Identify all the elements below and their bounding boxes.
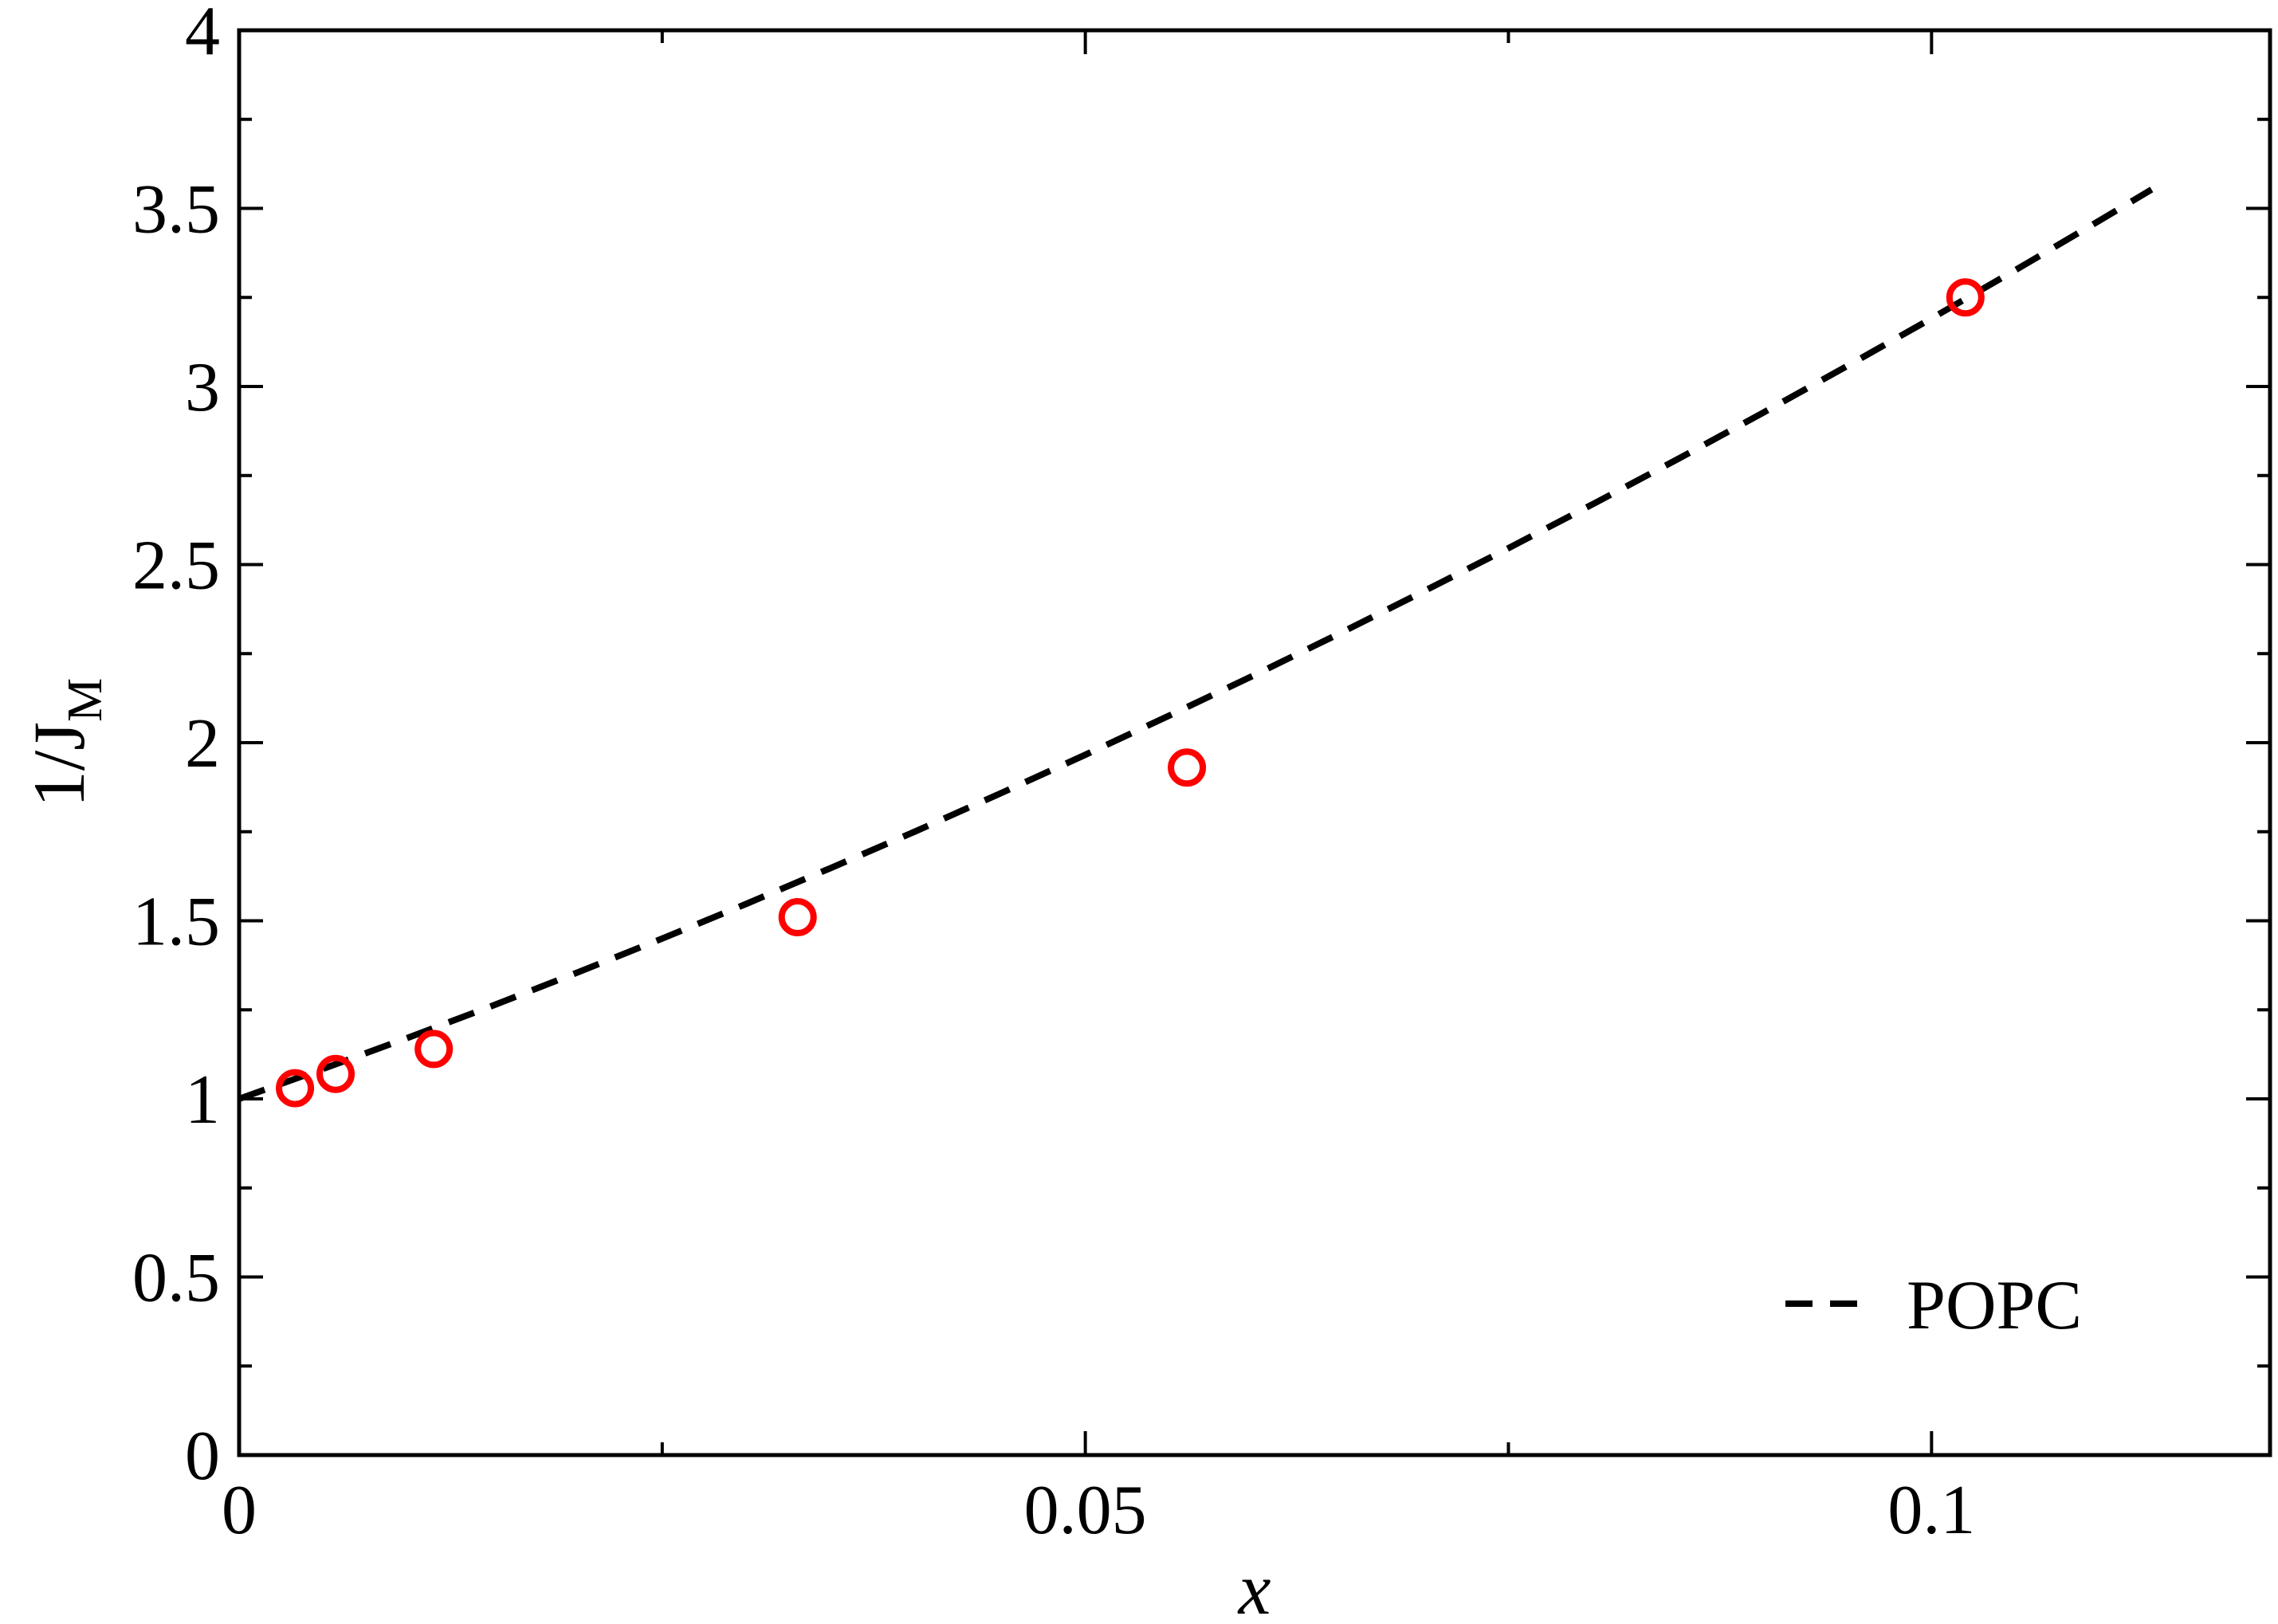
data-point <box>316 1054 355 1093</box>
data-point <box>1946 278 1985 317</box>
y-tick-label: 0.5 <box>132 1240 220 1317</box>
x-tick-label: 0 <box>222 1472 257 1549</box>
data-point <box>276 1069 315 1108</box>
y-axis-title: 1/JM <box>18 678 112 808</box>
data-point <box>778 898 817 937</box>
y-tick-label: 0 <box>185 1418 220 1495</box>
data-point <box>1168 748 1207 787</box>
plot-frame <box>237 28 2272 1457</box>
y-tick-label: 1 <box>185 1061 220 1139</box>
x-axis-title: x <box>1237 1548 1271 1624</box>
y-tick-label: 4 <box>185 0 220 70</box>
x-tick-label: 0.05 <box>1024 1472 1147 1549</box>
y-axis-title-subscript: M <box>58 678 112 722</box>
legend: POPC <box>1785 1267 2082 1344</box>
tick-labels: 0 0.05 0.1 0 0.5 1 1.5 2 2.5 3 3.5 4 <box>132 0 1975 1549</box>
data-point <box>414 1030 454 1069</box>
data-series <box>238 186 2154 1108</box>
y-tick-label: 2.5 <box>132 528 220 605</box>
y-tick-label: 3 <box>185 349 220 426</box>
x-tick-label: 0.1 <box>1887 1472 1975 1549</box>
y-tick-label: 1.5 <box>132 884 220 961</box>
y-tick-label: 3.5 <box>132 171 220 249</box>
legend-label-popc: POPC <box>1907 1267 2082 1344</box>
y-tick-label: 2 <box>185 705 220 783</box>
y-axis-title-main: 1/J <box>18 722 100 807</box>
